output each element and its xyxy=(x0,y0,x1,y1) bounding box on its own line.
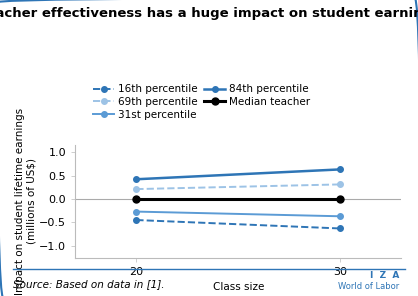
Y-axis label: Impact on student lifetime earnings
(millions of US$): Impact on student lifetime earnings (mil… xyxy=(15,108,36,295)
Text: I  Z  A: I Z A xyxy=(370,271,399,280)
Legend: 16th percentile, 69th percentile, 31st percentile, 84th percentile, Median teach: 16th percentile, 69th percentile, 31st p… xyxy=(94,84,311,120)
Text: World of Labor: World of Labor xyxy=(338,282,399,291)
X-axis label: Class size: Class size xyxy=(213,282,264,292)
Text: Teacher effectiveness has a huge impact on student earnings: Teacher effectiveness has a huge impact … xyxy=(0,7,418,20)
Text: Source: Based on data in [1].: Source: Based on data in [1]. xyxy=(13,279,164,289)
